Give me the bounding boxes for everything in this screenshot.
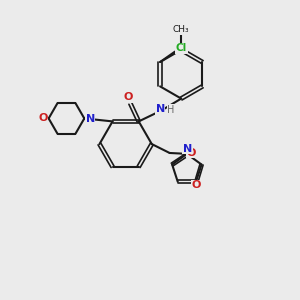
Text: O: O: [123, 92, 133, 102]
Text: N: N: [156, 104, 165, 114]
Text: Cl: Cl: [176, 43, 187, 53]
Text: H: H: [167, 105, 175, 115]
Text: O: O: [191, 180, 201, 190]
Text: O: O: [186, 148, 196, 158]
Text: N: N: [183, 143, 192, 154]
Text: O: O: [38, 113, 47, 123]
Text: CH₃: CH₃: [173, 25, 190, 34]
Text: N: N: [85, 114, 95, 124]
